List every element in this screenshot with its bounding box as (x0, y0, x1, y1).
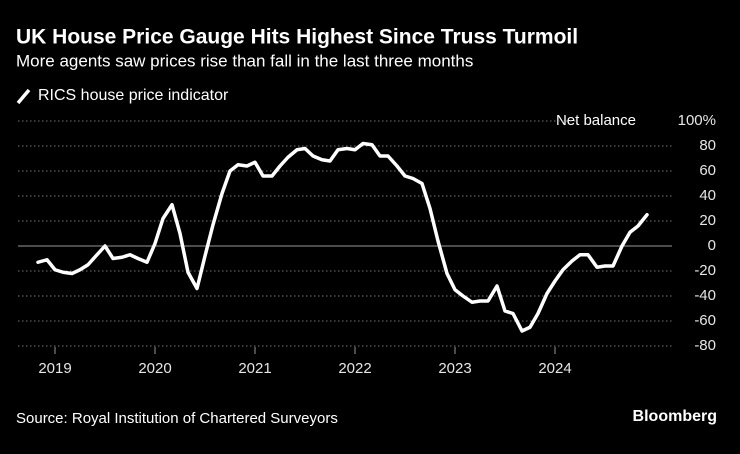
y-tick-label: 100% (678, 112, 716, 129)
x-tick-label: 2019 (38, 360, 71, 377)
y-tick-label: 80 (699, 137, 716, 154)
y-tick-label: 40 (699, 187, 716, 204)
data-line (36, 141, 649, 333)
y-tick-label: -80 (694, 337, 716, 354)
y-axis-label: Net balance (556, 112, 636, 129)
legend-icon (16, 88, 31, 105)
brand: Bloomberg (633, 408, 717, 425)
source-note: Source: Royal Institution of Chartered S… (16, 410, 338, 427)
x-tick-label: 2024 (538, 360, 571, 377)
y-tick-label: 60 (699, 162, 716, 179)
x-tick-label: 2023 (438, 360, 471, 377)
legend-label: RICS house price indicator (38, 87, 229, 104)
x-tick-label: 2021 (238, 360, 271, 377)
y-tick-label: 20 (699, 212, 716, 229)
x-tick-label: 2020 (138, 360, 171, 377)
chart-title: UK House Price Gauge Hits Highest Since … (16, 26, 578, 49)
y-tick-label: -40 (694, 287, 716, 304)
x-tick-label: 2022 (338, 360, 371, 377)
y-tick-label: -20 (694, 262, 716, 279)
chart-subtitle: More agents saw prices rise than fall in… (16, 51, 473, 70)
y-tick-label: -60 (694, 312, 716, 329)
y-tick-label: 0 (708, 237, 716, 254)
